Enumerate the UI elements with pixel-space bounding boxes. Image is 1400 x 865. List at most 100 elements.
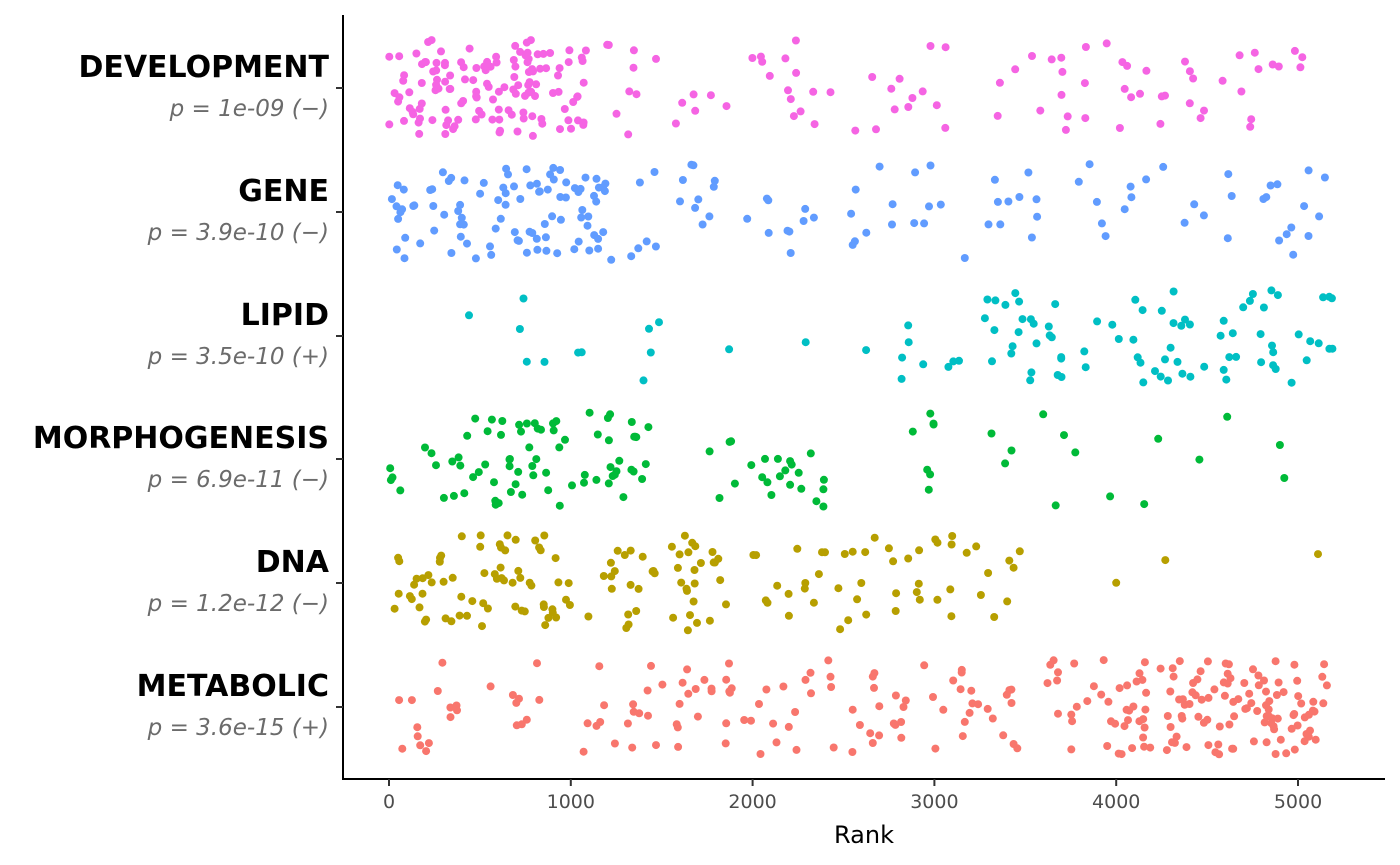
data-point <box>946 585 955 594</box>
data-point <box>853 595 862 604</box>
data-point <box>748 54 757 62</box>
data-point <box>417 99 426 108</box>
data-point <box>767 491 776 499</box>
data-point <box>1129 702 1138 711</box>
data-point <box>1189 74 1198 83</box>
data-point <box>797 484 806 493</box>
data-point <box>1289 250 1298 259</box>
data-point <box>1122 705 1131 714</box>
data-point <box>819 502 828 511</box>
data-point <box>615 456 624 465</box>
data-point <box>1232 352 1241 361</box>
data-point <box>1300 202 1309 211</box>
data-point <box>949 676 958 685</box>
data-point <box>1223 412 1232 421</box>
data-point <box>416 741 425 750</box>
data-point <box>523 58 532 67</box>
data-point <box>439 493 448 502</box>
data-point <box>505 462 514 471</box>
data-point <box>543 185 552 194</box>
data-point <box>926 409 935 418</box>
data-point <box>956 685 965 694</box>
data-point <box>993 111 1002 120</box>
data-point <box>594 234 603 243</box>
data-point <box>634 244 643 253</box>
data-point <box>655 318 663 327</box>
data-point <box>515 420 524 429</box>
data-point <box>446 703 455 712</box>
data-point <box>592 197 601 206</box>
data-point <box>583 221 592 230</box>
data-point <box>1214 740 1223 749</box>
data-point <box>1027 368 1036 377</box>
data-point <box>785 227 794 236</box>
data-point <box>773 454 782 463</box>
data-point <box>592 174 601 183</box>
data-point <box>579 118 588 127</box>
data-point <box>441 105 450 114</box>
data-point <box>721 739 730 748</box>
data-point <box>1132 677 1141 686</box>
data-point <box>542 246 551 255</box>
data-point <box>1004 197 1013 206</box>
data-point <box>1274 62 1283 71</box>
data-point <box>421 58 430 66</box>
data-point <box>1304 166 1313 175</box>
data-point <box>523 48 532 57</box>
data-point <box>498 417 507 425</box>
data-point <box>1156 372 1165 381</box>
data-point <box>549 89 557 97</box>
data-point <box>643 686 652 695</box>
data-point <box>899 703 908 711</box>
data-point <box>784 86 792 95</box>
data-point <box>1169 287 1178 296</box>
data-point <box>472 64 481 72</box>
data-point <box>847 209 856 218</box>
data-point <box>1156 664 1165 673</box>
data-point <box>1319 293 1328 302</box>
data-point <box>619 493 628 502</box>
data-point <box>601 179 610 188</box>
data-point <box>791 708 800 716</box>
data-point <box>840 550 849 558</box>
data-point <box>1185 320 1194 329</box>
data-point <box>413 723 422 732</box>
data-point <box>683 626 692 635</box>
data-point <box>686 611 694 620</box>
data-point <box>513 127 522 136</box>
data-point <box>432 461 440 470</box>
pvalue-label: p = 6.9e-11 (−) <box>147 467 329 493</box>
data-point <box>596 718 605 726</box>
data-point <box>494 196 503 205</box>
data-point <box>1032 339 1041 348</box>
data-point <box>483 604 492 613</box>
data-point <box>491 500 500 509</box>
data-point <box>1142 66 1151 75</box>
data-point <box>1057 354 1066 363</box>
data-point <box>1097 690 1106 699</box>
data-point <box>528 462 537 470</box>
data-point <box>1273 180 1282 189</box>
data-point <box>1267 286 1276 295</box>
data-point <box>414 118 423 127</box>
data-point <box>1260 676 1268 685</box>
data-point <box>1001 459 1010 468</box>
pvalue-label: p = 3.9e-10 (−) <box>147 220 329 246</box>
data-point <box>1033 212 1042 221</box>
data-point <box>456 461 465 470</box>
data-point <box>627 252 636 261</box>
data-point <box>683 665 692 674</box>
data-point <box>497 430 505 439</box>
data-point <box>508 691 517 699</box>
data-point <box>1083 697 1092 706</box>
data-point <box>450 122 459 131</box>
data-point <box>1239 303 1248 312</box>
data-point <box>510 228 519 237</box>
data-point <box>565 601 574 609</box>
data-point <box>645 324 653 333</box>
data-point <box>1146 743 1155 752</box>
data-point <box>510 73 519 81</box>
data-point <box>799 217 808 225</box>
data-point <box>929 419 938 428</box>
data-point <box>1240 679 1249 687</box>
